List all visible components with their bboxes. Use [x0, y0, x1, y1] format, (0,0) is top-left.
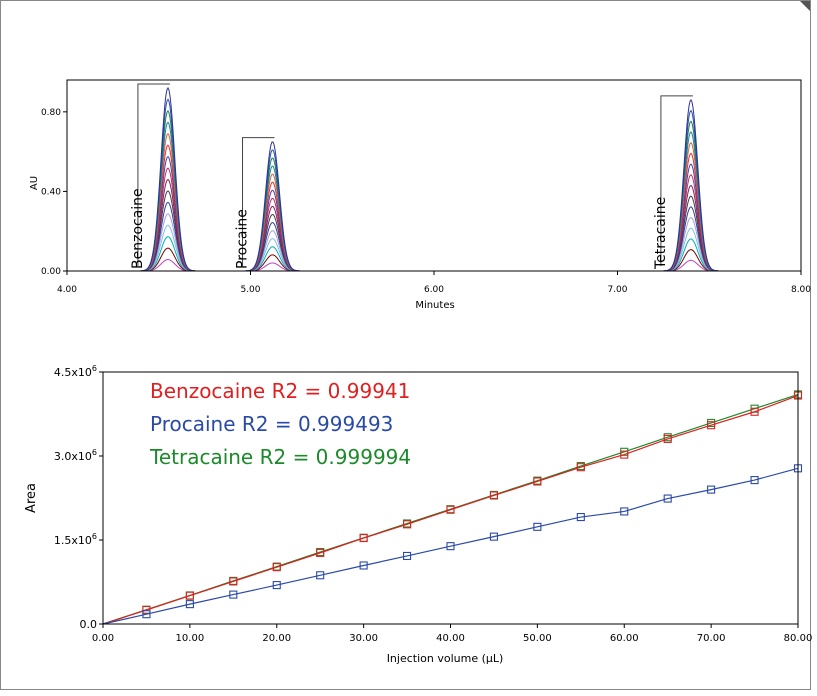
data-point-benzocaine	[316, 548, 325, 557]
chromatogram-y-tick-label: 0.00	[41, 267, 61, 277]
calibration-x-tick-label: 10.00	[176, 633, 205, 644]
data-point-procaine	[750, 476, 759, 485]
data-point-benzocaine	[403, 520, 412, 529]
chromatogram-x-tick-label: 8.00	[791, 285, 811, 295]
data-point-procaine	[316, 571, 325, 580]
peak-label: Procaine	[235, 209, 251, 269]
peak-label-bracket	[242, 137, 275, 266]
data-point-procaine	[403, 551, 412, 561]
data-point-procaine	[229, 590, 238, 599]
calibration-plot-border	[102, 371, 799, 625]
calibration-chart: 0.00 10.00 20.00 30.00 40.00 50.00 60.00 70.00 8…	[24, 364, 812, 665]
calibration-y-tick-label: 0.0	[80, 618, 98, 631]
data-point-benzocaine	[707, 421, 716, 430]
calibration-y-tick-label: 4.5x106	[54, 364, 97, 379]
calibration-x-tick-label: 80.00	[784, 633, 813, 644]
chromatogram-x-tick-label: 6.00	[424, 285, 444, 295]
fit-line-benzocaine	[102, 394, 799, 625]
data-point-benzocaine	[533, 477, 542, 486]
data-point-procaine	[663, 494, 672, 503]
calibration-annotation-procaine: Procaine R2 = 0.999493	[150, 412, 393, 436]
data-point-benzocaine	[620, 450, 629, 459]
chromatogram-x-tick-label: 4.00	[57, 285, 77, 295]
data-point-benzocaine	[663, 434, 672, 443]
peak-label: Benzocaine	[130, 188, 146, 269]
calibration-annotation-tetracaine: Tetracaine R2 = 0.999994	[149, 445, 411, 469]
calibration-x-tick-label: 30.00	[349, 633, 378, 644]
calibration-y-axis-label: Area	[24, 483, 39, 513]
data-point-procaine	[576, 512, 585, 522]
chromatogram-x-tick-label: 5.00	[240, 285, 260, 295]
data-point-benzocaine	[576, 463, 585, 472]
data-point-procaine	[707, 485, 716, 494]
data-point-benzocaine	[446, 505, 455, 514]
data-point-procaine	[272, 581, 281, 590]
data-point-benzocaine	[185, 591, 194, 600]
calibration-y-tick-label: 1.5x106	[54, 532, 97, 547]
data-point-benzocaine	[229, 577, 238, 586]
peak-label: Tetracaine	[653, 197, 669, 270]
calibration-x-axis-label: Injection volume (µL)	[387, 652, 504, 665]
data-point-benzocaine	[142, 605, 151, 615]
chromatogram-chart: Benzocaine Procaine Tetracaine 4.00 5.00 6.0…	[29, 79, 811, 311]
data-point-procaine	[533, 522, 542, 531]
data-point-procaine	[489, 532, 498, 541]
calibration-plot-area	[102, 390, 803, 625]
calibration-ticks: 0.00 10.00 20.00 30.00 40.00 50.00 60.00 70.00 8…	[54, 364, 812, 644]
chromatogram-x-tick-label: 7.00	[607, 285, 627, 295]
data-point-benzocaine	[272, 563, 281, 572]
data-point-benzocaine	[359, 533, 368, 543]
calibration-x-tick-label: 40.00	[436, 633, 465, 644]
data-point-procaine	[185, 600, 194, 609]
corner-marker	[800, 1, 810, 11]
calibration-x-tick-label: 70.00	[697, 633, 726, 644]
calibration-x-tick-label: 50.00	[523, 633, 552, 644]
chromatogram-y-axis-label: AU	[29, 176, 40, 190]
chromatogram-plot-area: Benzocaine Procaine Tetracaine	[67, 83, 801, 272]
peak-label-bracket	[660, 95, 693, 266]
data-point-benzocaine	[489, 491, 498, 500]
data-point-procaine	[446, 542, 455, 551]
calibration-x-tick-label: 20.00	[262, 633, 291, 644]
chromatogram-x-axis-label: Minutes	[415, 300, 454, 311]
chromatogram-y-tick-label: 0.40	[41, 187, 61, 197]
calibration-x-tick-label: 0.00	[92, 633, 114, 644]
data-point-benzocaine	[750, 407, 759, 416]
data-point-procaine	[359, 561, 368, 570]
chromatogram-y-tick-label: 0.80	[41, 108, 61, 118]
calibration-axes	[102, 371, 799, 625]
data-point-procaine	[620, 507, 629, 516]
peak-label-bracket	[137, 83, 170, 266]
chromatogram-ticks: 4.00 5.00 6.00 7.00 8.00 0.00 0.40 0.80	[41, 108, 811, 295]
calibration-annotation-benzocaine: Benzocaine R2 = 0.99941	[150, 379, 410, 403]
calibration-x-tick-label: 60.00	[610, 633, 639, 644]
data-point-procaine	[142, 610, 151, 619]
calibration-y-tick-label: 3.0x106	[54, 448, 97, 463]
fit-line-procaine	[102, 467, 799, 625]
